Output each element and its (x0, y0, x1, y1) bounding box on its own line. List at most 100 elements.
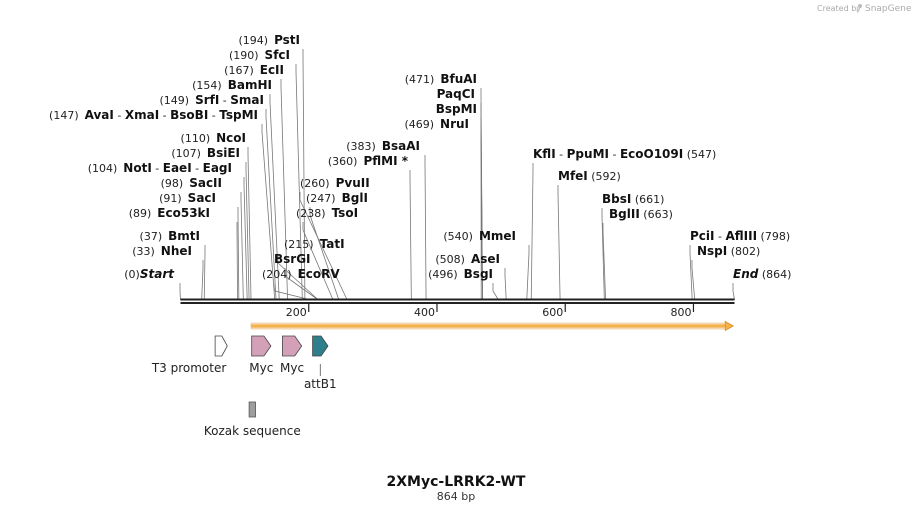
site-label-ncoi: (110)NcoI (181, 131, 246, 145)
feature-label-kozak: Kozak sequence (204, 424, 301, 438)
leader-line-kfli (531, 163, 533, 300)
enzyme-name: TspMI (219, 108, 258, 122)
enzyme-name: NruI (440, 117, 469, 131)
cut-position: - (556, 148, 567, 161)
site-label-nhei: (33)NheI (132, 244, 192, 258)
site-label-bmti: (37)BmtI (140, 229, 200, 243)
enzyme-name: EcII (260, 63, 284, 77)
cut-position: (471) (405, 73, 435, 86)
feature-arrow-attb1 (313, 336, 328, 356)
enzyme-name: AvaI (85, 108, 114, 122)
site-label-end: End (864) (733, 267, 791, 281)
feature-label-attb1: attB1 (304, 377, 337, 391)
enzyme-name: BsaAI (382, 139, 420, 153)
site-label-nspi: NspI (802) (697, 244, 760, 258)
feature-arrow-t3-promoter (215, 336, 227, 356)
cut-position: - (114, 109, 125, 122)
cut-position: - (609, 148, 620, 161)
enzyme-name: PpuMI (567, 147, 609, 161)
site-label-asei: (508)AseI (435, 252, 500, 266)
site-label-bsaai: (383)BsaAI (346, 139, 420, 153)
enzyme-name: NcoI (216, 131, 246, 145)
feature-label-myc: Myc (249, 361, 273, 375)
site-label-start: (0)Start (124, 267, 175, 281)
leader-line-nspi (692, 260, 695, 300)
cut-position: (592) (588, 170, 621, 183)
site-label-sacii: (98) SacII (161, 176, 222, 190)
cut-position: - (159, 109, 170, 122)
enzyme-name: SacII (189, 176, 222, 190)
cut-position: (149) (159, 94, 189, 107)
site-label-ecorv: (204)EcoRV (262, 267, 340, 281)
cut-position: (247) (306, 192, 336, 205)
leader-line-bgli (310, 207, 339, 300)
enzyme-name: Start (140, 267, 175, 281)
enzyme-name: BsrGI (274, 252, 311, 266)
cut-position: (91) (159, 192, 182, 205)
ruler-label-600: 600 (542, 306, 563, 319)
cut-position: (194) (238, 34, 268, 47)
site-label-bfuai: (471) BfuAI (405, 72, 477, 86)
cut-position: - (208, 109, 219, 122)
site-label-bbsi: BbsI (661) (602, 192, 664, 206)
leader-line-start (180, 283, 181, 300)
cut-position: (33) (132, 245, 155, 258)
site-label-sfci: (190)SfcI (229, 48, 290, 62)
cut-position: (147) (49, 109, 79, 122)
cut-position: (98) (161, 177, 184, 190)
site-label-kfli: KflI - PpuMI - EcoO109I (547) (533, 147, 716, 161)
feature-label-myc: Myc (280, 361, 304, 375)
brand-text: SnapGene (865, 4, 912, 14)
enzyme-name: BsiEI (207, 146, 240, 160)
enzyme-name: SmaI (230, 93, 264, 107)
leader-line-end (733, 283, 735, 300)
enzyme-labels: (0)Start(33)NheI(37)BmtI(89)Eco53kI(91)S… (49, 33, 791, 281)
enzyme-name: EaeI (163, 161, 192, 175)
enzyme-name: PflMI (363, 154, 397, 168)
cut-position: - (715, 230, 726, 243)
enzyme-name: BsgI (464, 267, 493, 281)
leader-line-bsaai (425, 155, 426, 300)
site-label-bamhi: (154) BamHI (192, 78, 272, 92)
enzyme-name: TsoI (332, 206, 358, 220)
cut-position: (540) (443, 230, 473, 243)
site-label-srfi: (149)SrfI - SmaI (159, 93, 264, 107)
enzyme-name: BspMI (436, 102, 477, 116)
ruler-label-400: 400 (414, 306, 435, 319)
enzyme-name: EcoO109I (620, 147, 683, 161)
enzyme-name: PaqCI (437, 87, 475, 101)
enzyme-name: BfuAI (440, 72, 477, 86)
credit-text: Created by (817, 4, 861, 13)
cut-position: (89) (129, 207, 152, 220)
site-label-mfei: MfeI (592) (558, 169, 621, 183)
site-label-tati: (215)TatI (284, 237, 345, 251)
cut-position: (508) (435, 253, 465, 266)
enzyme-name: BmtI (168, 229, 200, 243)
orf-arrow-icon (725, 322, 733, 331)
site-label-ecii: (167)EcII (224, 63, 284, 77)
enzyme-name: End (733, 267, 759, 281)
enzyme-name: BamHI (228, 78, 272, 92)
leader-line-mmei (527, 245, 529, 300)
site-label-bgli: (247)BglI (306, 191, 368, 205)
cut-position: (204) (262, 268, 292, 281)
enzyme-name: MmeI (479, 229, 516, 243)
cut-position: (360) (328, 155, 358, 168)
ruler-label-200: 200 (286, 306, 307, 319)
site-label-paqci: PaqCI (437, 87, 475, 101)
site-label-bglii: BglII (663) (609, 207, 673, 221)
cut-position: (864) (758, 268, 791, 281)
cut-position: (154) (192, 79, 222, 92)
site-label-bsrgi: BsrGI (274, 252, 311, 266)
cut-position: (260) (300, 177, 330, 190)
enzyme-name: NotI (123, 161, 152, 175)
enzyme-name: SrfI (195, 93, 219, 107)
cut-position: (802) (727, 245, 760, 258)
cut-position: (190) (229, 49, 259, 62)
enzyme-name: KflI (533, 147, 556, 161)
backbone-top-strand (181, 299, 735, 301)
feature-label-t3-promoter: T3 promoter (151, 361, 227, 375)
site-label-saci: (91)SacI (159, 191, 216, 205)
cut-position: (107) (171, 147, 201, 160)
